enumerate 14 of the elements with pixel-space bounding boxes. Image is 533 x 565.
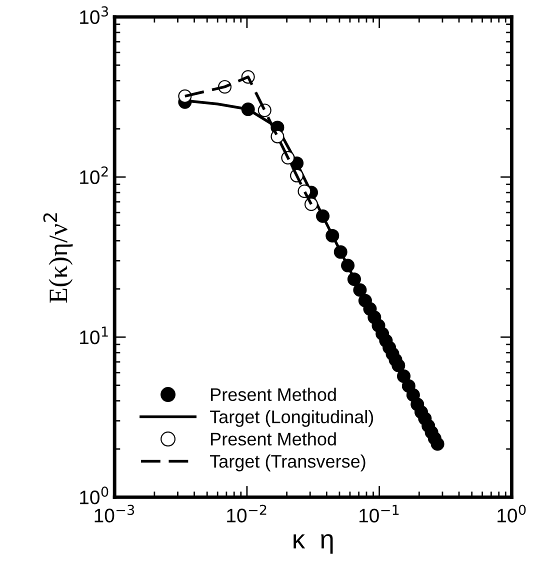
y-tick-label: 10$^{3}$ xyxy=(80,6,108,24)
y-tick-label: 10$^{2}$ xyxy=(80,166,108,184)
x-axis-title: κ η xyxy=(294,534,333,554)
x-tick-label: 10$^{0}$ xyxy=(498,504,526,522)
legend-label: Target (Longitudinal) xyxy=(210,410,374,427)
y-axis-title: E(κ)η/ν$^{2}$ xyxy=(43,213,73,303)
y-tick-label: 10$^{0}$ xyxy=(80,486,108,504)
legend-label: Present Method xyxy=(211,432,336,446)
x-tick-label: 10$^{−1}$ xyxy=(360,504,399,522)
legend-label: Target (Transverse) xyxy=(210,454,366,472)
y-tick-label: 10$^{1}$ xyxy=(80,326,108,344)
x-tick-label: 10$^{−2}$ xyxy=(227,504,266,522)
x-tick-label: 10$^{−3}$ xyxy=(94,504,134,522)
legend-label: Present Method xyxy=(211,388,336,402)
